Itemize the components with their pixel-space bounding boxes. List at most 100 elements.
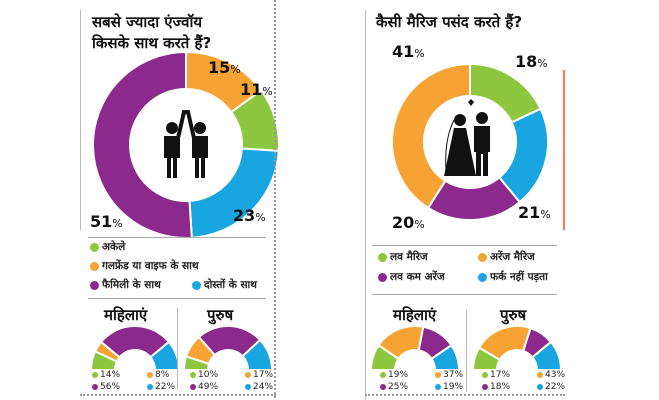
legend-dot bbox=[192, 280, 201, 290]
value: 22% bbox=[155, 382, 176, 392]
legend-item: अरेंज मैरिज bbox=[478, 250, 535, 264]
value: 56% bbox=[100, 382, 121, 392]
pct-label: 18% bbox=[515, 52, 548, 71]
small-legend-item: 24% bbox=[245, 382, 273, 392]
legend-dot bbox=[147, 384, 153, 390]
value: 37% bbox=[443, 370, 464, 380]
legend-item: लव मैरिज bbox=[378, 250, 428, 264]
pct-label: 11% bbox=[240, 80, 273, 99]
legend-dot bbox=[92, 384, 98, 390]
legend-item: गलफ्रेंड या वाइफ के साथ bbox=[90, 259, 199, 273]
divider bbox=[88, 298, 266, 299]
bride-groom-icon bbox=[444, 99, 490, 176]
small-legend-item: 25% bbox=[380, 382, 408, 392]
legend-dot bbox=[537, 372, 543, 378]
half-donut-segment-blue bbox=[531, 340, 563, 371]
divider bbox=[372, 294, 557, 295]
legend-dot bbox=[380, 372, 386, 378]
donut-center bbox=[133, 92, 239, 198]
pct-label: 23% bbox=[233, 206, 266, 225]
small-legend-item: 17% bbox=[482, 370, 510, 380]
small-legend-item: 8% bbox=[147, 370, 169, 380]
left-dotted-border bbox=[274, 0, 276, 398]
men-heading: पुरुष bbox=[500, 306, 527, 324]
friends-high-five-icon bbox=[164, 110, 208, 178]
legend-item: फर्क नहीं पड़ता bbox=[478, 270, 548, 284]
divider bbox=[88, 237, 266, 238]
legend-item: फैमिली के साथ bbox=[90, 278, 161, 292]
divider bbox=[372, 245, 557, 246]
value: 43% bbox=[545, 370, 566, 380]
small-legend-item: 19% bbox=[435, 382, 463, 392]
value: 17% bbox=[490, 370, 511, 380]
legend-dot bbox=[482, 384, 488, 390]
legend-dot bbox=[378, 252, 387, 262]
legend-dot bbox=[378, 272, 387, 282]
legend-item: अकेले bbox=[90, 240, 125, 254]
accent-line bbox=[563, 70, 565, 230]
divider bbox=[177, 308, 178, 390]
left-dotted-bottom bbox=[80, 394, 276, 396]
value: 10% bbox=[198, 370, 219, 380]
value: 49% bbox=[198, 382, 219, 392]
left-title: सबसे ज्यादा एंज्वॉय किसके साथ करते हैं? bbox=[92, 13, 212, 52]
legend-dot bbox=[478, 252, 487, 262]
pct-label: 20% bbox=[392, 213, 425, 232]
legend-dot bbox=[92, 372, 98, 378]
donut-segment-orange bbox=[391, 62, 471, 210]
legend-item: लव कम अरेंज bbox=[378, 270, 445, 284]
legend-dot bbox=[90, 280, 99, 290]
value: 25% bbox=[388, 382, 409, 392]
pct-label: 15% bbox=[208, 58, 241, 77]
small-legend-item: 18% bbox=[482, 382, 510, 392]
legend-dot bbox=[90, 242, 99, 252]
small-legend-item: 43% bbox=[537, 370, 565, 380]
small-legend-item: 56% bbox=[92, 382, 120, 392]
legend-dot bbox=[190, 384, 196, 390]
legend-dot bbox=[190, 372, 196, 378]
value: 19% bbox=[388, 370, 409, 380]
legend-dot bbox=[537, 384, 543, 390]
legend-dot bbox=[435, 372, 441, 378]
half-donut-segment-purple bbox=[99, 325, 171, 359]
legend-item: दोस्तों के साथ bbox=[192, 278, 257, 292]
divider bbox=[466, 310, 467, 392]
value: 14% bbox=[100, 370, 121, 380]
small-legend-item: 10% bbox=[190, 370, 218, 380]
donut-segment-purple bbox=[92, 50, 193, 239]
right-dotted-bottom bbox=[365, 394, 565, 396]
right-border bbox=[365, 10, 366, 400]
legend-dot bbox=[380, 384, 386, 390]
half-donut-segment-blue bbox=[430, 343, 461, 371]
value: 22% bbox=[545, 382, 566, 392]
pct-label: 51% bbox=[90, 212, 123, 231]
value: 24% bbox=[253, 382, 274, 392]
pct-label: 41% bbox=[392, 42, 425, 61]
legend-dot bbox=[147, 372, 153, 378]
legend-dot bbox=[478, 272, 487, 282]
small-legend-item: 17% bbox=[245, 370, 273, 380]
men-heading: पुरुष bbox=[207, 306, 234, 324]
value: 8% bbox=[155, 370, 170, 380]
women-heading: महिलाएं bbox=[393, 306, 437, 324]
left-border bbox=[80, 10, 81, 230]
half-donut-segment-blue bbox=[149, 340, 181, 371]
legend-dot bbox=[90, 261, 99, 271]
small-legend-item: 37% bbox=[435, 370, 463, 380]
legend-dot bbox=[435, 384, 441, 390]
half-donut-segment-blue bbox=[241, 338, 274, 371]
small-legend-item: 22% bbox=[147, 382, 175, 392]
value: 19% bbox=[443, 382, 464, 392]
legend-dot bbox=[245, 372, 251, 378]
small-legend-item: 22% bbox=[537, 382, 565, 392]
pct-label: 21% bbox=[518, 203, 551, 222]
legend-dot bbox=[245, 384, 251, 390]
small-legend-item: 14% bbox=[92, 370, 120, 380]
right-title: कैसी मैरिज पसंद करते हैं? bbox=[376, 13, 523, 31]
value: 18% bbox=[490, 382, 511, 392]
value: 17% bbox=[253, 370, 274, 380]
legend-dot bbox=[482, 372, 488, 378]
women-heading: महिलाएं bbox=[104, 306, 148, 324]
